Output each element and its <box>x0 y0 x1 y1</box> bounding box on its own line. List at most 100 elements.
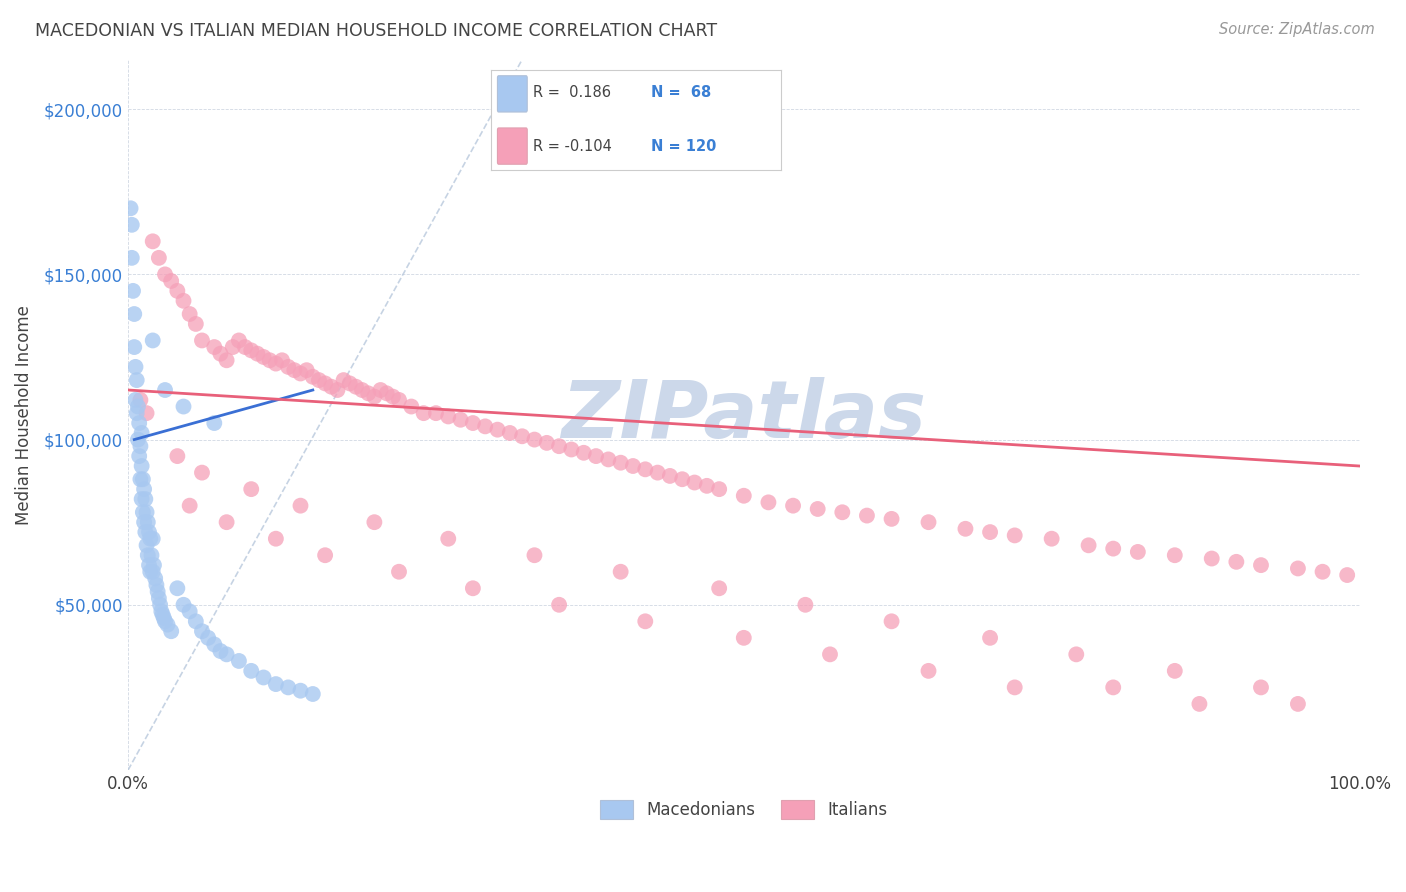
Point <box>979 525 1001 540</box>
Point <box>321 380 343 394</box>
Point <box>647 466 669 480</box>
Point <box>1004 681 1026 695</box>
Point <box>152 607 174 622</box>
Point <box>136 548 159 562</box>
Point <box>1064 648 1087 662</box>
Point <box>560 442 582 457</box>
Point <box>127 433 149 447</box>
Point <box>683 475 706 490</box>
Point <box>510 429 533 443</box>
Point <box>572 446 595 460</box>
Point <box>149 598 172 612</box>
Point <box>142 558 165 573</box>
Point <box>134 525 156 540</box>
Point <box>709 581 731 595</box>
Point <box>1250 681 1272 695</box>
Point <box>283 363 305 377</box>
Point <box>142 532 165 546</box>
Point <box>228 334 250 348</box>
Point <box>138 525 160 540</box>
Point <box>166 449 188 463</box>
Point <box>264 532 287 546</box>
Point <box>671 472 693 486</box>
Point <box>132 505 155 519</box>
Point <box>215 515 238 529</box>
Point <box>609 456 631 470</box>
Point <box>148 251 170 265</box>
Point <box>153 383 176 397</box>
Point <box>179 307 201 321</box>
Point <box>979 631 1001 645</box>
Point <box>344 380 367 394</box>
Point <box>955 522 977 536</box>
Point <box>179 604 201 618</box>
Point <box>132 515 155 529</box>
Point <box>156 617 179 632</box>
Point <box>332 373 354 387</box>
Point <box>782 499 804 513</box>
Point <box>609 565 631 579</box>
Point <box>634 615 657 629</box>
Point <box>1336 568 1358 582</box>
Point <box>122 340 145 354</box>
Point <box>135 538 157 552</box>
Point <box>818 648 841 662</box>
Point <box>375 386 398 401</box>
Point <box>166 284 188 298</box>
Point <box>139 532 162 546</box>
Point <box>634 462 657 476</box>
Point <box>733 631 755 645</box>
Point <box>139 565 162 579</box>
Point <box>135 505 157 519</box>
Point <box>173 293 195 308</box>
Point <box>145 578 167 592</box>
Point <box>184 317 207 331</box>
Point <box>131 425 153 440</box>
Point <box>215 648 238 662</box>
Point <box>1077 538 1099 552</box>
Point <box>290 367 312 381</box>
Point <box>357 386 380 401</box>
Point <box>191 334 214 348</box>
Point <box>197 631 219 645</box>
Point <box>1164 664 1187 678</box>
Point <box>314 548 336 562</box>
Point <box>536 436 558 450</box>
Point <box>121 218 143 232</box>
Point <box>184 615 207 629</box>
Point <box>621 458 644 473</box>
Point <box>153 611 176 625</box>
Point <box>233 340 256 354</box>
Point <box>160 624 183 639</box>
Point <box>401 400 423 414</box>
Point <box>141 548 163 562</box>
Point <box>363 515 385 529</box>
Point <box>153 615 176 629</box>
Point <box>301 687 323 701</box>
Point <box>209 346 232 360</box>
Point <box>121 251 143 265</box>
Point <box>370 383 392 397</box>
Point <box>807 502 830 516</box>
Point <box>124 359 146 374</box>
Point <box>388 392 411 407</box>
Point <box>259 353 281 368</box>
Point <box>1164 548 1187 562</box>
Point <box>486 423 509 437</box>
Legend: Macedonians, Italians: Macedonians, Italians <box>593 793 894 826</box>
Point <box>1040 532 1063 546</box>
Point <box>124 392 146 407</box>
Point <box>120 202 142 216</box>
Point <box>125 406 148 420</box>
Point <box>209 644 232 658</box>
Point <box>127 400 149 414</box>
Point <box>412 406 434 420</box>
Point <box>290 683 312 698</box>
Point <box>202 637 225 651</box>
Point <box>131 491 153 506</box>
Point <box>1286 561 1309 575</box>
Point <box>363 390 385 404</box>
Point <box>142 565 165 579</box>
Point <box>548 439 571 453</box>
Point <box>1250 558 1272 573</box>
